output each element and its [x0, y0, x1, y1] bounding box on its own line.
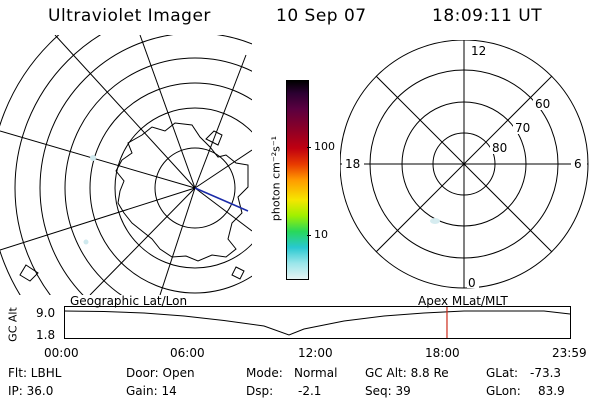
- time-tick-1800: 18:00: [425, 346, 460, 360]
- gain-info: Gain: 14: [126, 384, 177, 398]
- geographic-map: [0, 35, 252, 295]
- gc-alt-info: GC Alt: 8.8 Re: [365, 366, 449, 380]
- mlat-label-80: 80: [492, 141, 507, 155]
- time-tick-0000: 00:00: [44, 346, 79, 360]
- time-tick-0600: 06:00: [170, 346, 205, 360]
- date-label: 10 Sep 07: [276, 6, 367, 26]
- mlt-label-18: 18: [345, 157, 360, 171]
- ip-info: IP: 36.0: [8, 384, 54, 398]
- glat-label: GLat:: [486, 366, 519, 380]
- colorbar-tick-label-10: 10: [314, 228, 328, 241]
- colorbar-unit-label: photon cm⁻²s⁻¹: [269, 135, 283, 222]
- satellite-track: [194, 187, 249, 212]
- mlt-label-12: 12: [471, 44, 486, 58]
- filter-info: Flt: LBHL: [8, 366, 62, 380]
- left-map-label: Geographic Lat/Lon: [70, 294, 188, 308]
- right-map-label: Apex MLat/MLT: [418, 294, 508, 308]
- colorbar-tick-label-100: 100: [314, 140, 335, 153]
- emission-spot: [90, 155, 96, 161]
- seq-info: Seq: 39: [365, 384, 411, 398]
- altitude-max-label: 9.0: [36, 306, 56, 320]
- time-tick-2359: 23:59: [552, 346, 587, 360]
- time-label: 18:09:11 UT: [432, 6, 543, 26]
- mode-value: Normal: [294, 366, 338, 380]
- colorbar-tick: [307, 235, 311, 236]
- mlt-label-6: 6: [574, 157, 582, 171]
- colorbar-tick: [307, 147, 311, 148]
- instrument-title: Ultraviolet Imager: [48, 6, 211, 26]
- colorbar: [286, 80, 309, 280]
- dsp-value: -2.1: [298, 384, 322, 398]
- mlat-label-60: 60: [535, 97, 550, 111]
- mlat-label-70: 70: [515, 121, 530, 135]
- altitude-min-label: 1.8: [36, 328, 56, 342]
- door-info: Door: Open: [126, 366, 195, 380]
- emission-spot: [83, 239, 89, 245]
- glon-value: 83.9: [538, 384, 565, 398]
- glon-label: GLon:: [486, 384, 521, 398]
- time-tick-1200: 12:00: [298, 346, 333, 360]
- mlat-mlt-polar-plot: 12 18 6 0 60 70 80: [340, 40, 589, 290]
- dsp-label: Dsp:: [246, 384, 274, 398]
- glat-value: -73.3: [530, 366, 562, 380]
- emission-spot: [430, 218, 440, 224]
- altitude-curve: [64, 310, 571, 336]
- mode-label: Mode:: [246, 366, 283, 380]
- mlt-label-0: 0: [468, 276, 476, 290]
- altitude-plot: [64, 306, 571, 339]
- altitude-axis-label: GC Alt: [6, 307, 20, 342]
